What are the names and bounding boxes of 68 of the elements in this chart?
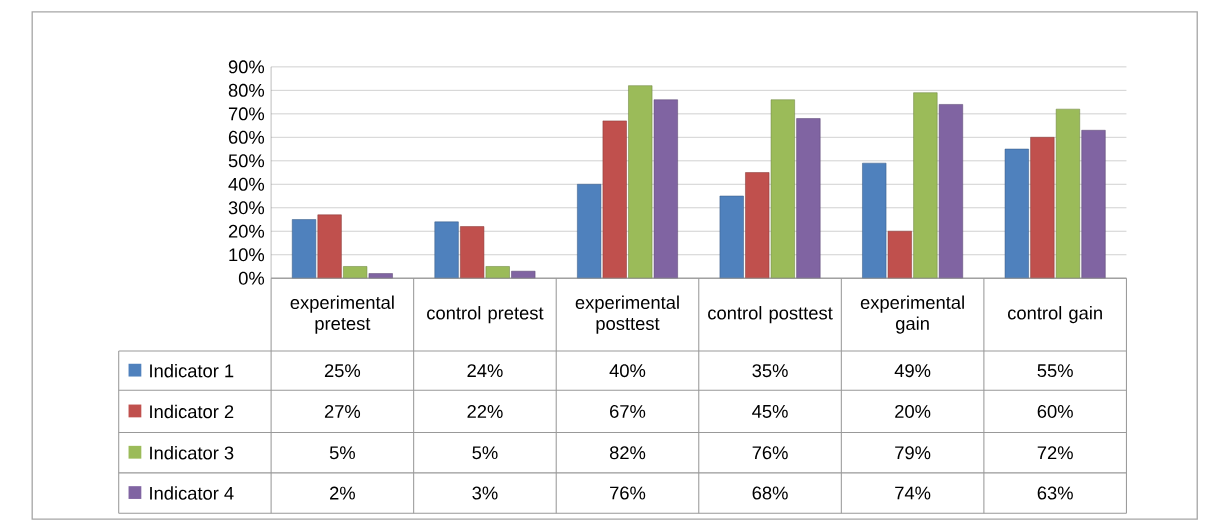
- y-tick-label: 50%: [228, 154, 265, 168]
- legend-label: Indicator 3: [150, 445, 234, 460]
- data-label: 79%: [895, 446, 931, 460]
- bar: [317, 214, 342, 279]
- y-tick-label: 0%: [238, 271, 265, 285]
- bar: [577, 184, 602, 279]
- bar: [887, 230, 912, 279]
- y-tick-label: 90%: [228, 60, 265, 74]
- data-label: 82%: [609, 446, 646, 460]
- data-label: 20%: [895, 404, 931, 418]
- data-label: 45%: [752, 404, 788, 418]
- y-tick-label: 20%: [228, 224, 265, 238]
- data-label: 22%: [467, 404, 503, 418]
- data-label: 40%: [609, 364, 646, 378]
- x-tick-label: experimental gain: [860, 295, 964, 334]
- x-tick-label: experimental pretest: [290, 295, 394, 334]
- data-label: 68%: [752, 486, 788, 500]
- bar: [343, 266, 368, 279]
- data-label: 74%: [895, 486, 931, 500]
- y-tick-label: 70%: [228, 107, 265, 121]
- x-tick-label: control posttest: [708, 306, 833, 324]
- bar: [719, 195, 744, 279]
- bar: [653, 99, 678, 279]
- legend-label: Indicator 1: [150, 363, 234, 378]
- legend-label: Indicator 4: [150, 486, 234, 500]
- data-label: 60%: [1037, 404, 1073, 418]
- y-tick-label: 60%: [228, 130, 265, 144]
- bar: [485, 266, 510, 279]
- bar: [1055, 108, 1080, 279]
- bar: [862, 162, 887, 279]
- bar: [938, 104, 963, 279]
- bar: [1081, 130, 1106, 279]
- data-label: 5%: [329, 446, 355, 460]
- data-label: 24%: [467, 364, 503, 378]
- data-label: 5%: [472, 446, 498, 460]
- bar: [460, 226, 485, 279]
- data-label: 25%: [324, 364, 361, 378]
- legend-label: Indicator 2: [150, 404, 234, 419]
- data-label: 3%: [472, 486, 498, 500]
- y-tick-label: 30%: [228, 201, 265, 215]
- bar: [511, 270, 536, 279]
- x-tick-label: experimental posttest: [575, 295, 679, 334]
- bar: [1004, 148, 1029, 279]
- y-tick-label: 10%: [229, 248, 265, 262]
- data-label: 55%: [1037, 364, 1073, 378]
- bar: [1030, 137, 1055, 279]
- data-label: 63%: [1037, 486, 1073, 500]
- data-label: 2%: [330, 486, 355, 500]
- bar: [913, 92, 938, 279]
- data-label: 67%: [610, 404, 646, 418]
- data-label: 35%: [752, 364, 788, 378]
- bar: [434, 221, 459, 279]
- bar: [291, 219, 317, 279]
- data-label: 27%: [324, 404, 361, 418]
- bar: [368, 273, 393, 279]
- y-tick-label: 40%: [228, 177, 265, 191]
- x-tick-label: control gain: [1008, 306, 1102, 324]
- y-tick-label: 80%: [228, 83, 265, 97]
- bar: [602, 120, 627, 279]
- bar: [796, 118, 821, 279]
- bar: [628, 85, 653, 279]
- bar: [745, 172, 770, 279]
- data-label: 49%: [894, 364, 931, 378]
- bar: [770, 99, 795, 279]
- x-tick-label: control pretest: [427, 306, 544, 324]
- data-label: 76%: [752, 446, 788, 460]
- data-label: 76%: [610, 486, 646, 500]
- data-label: 72%: [1037, 446, 1073, 460]
